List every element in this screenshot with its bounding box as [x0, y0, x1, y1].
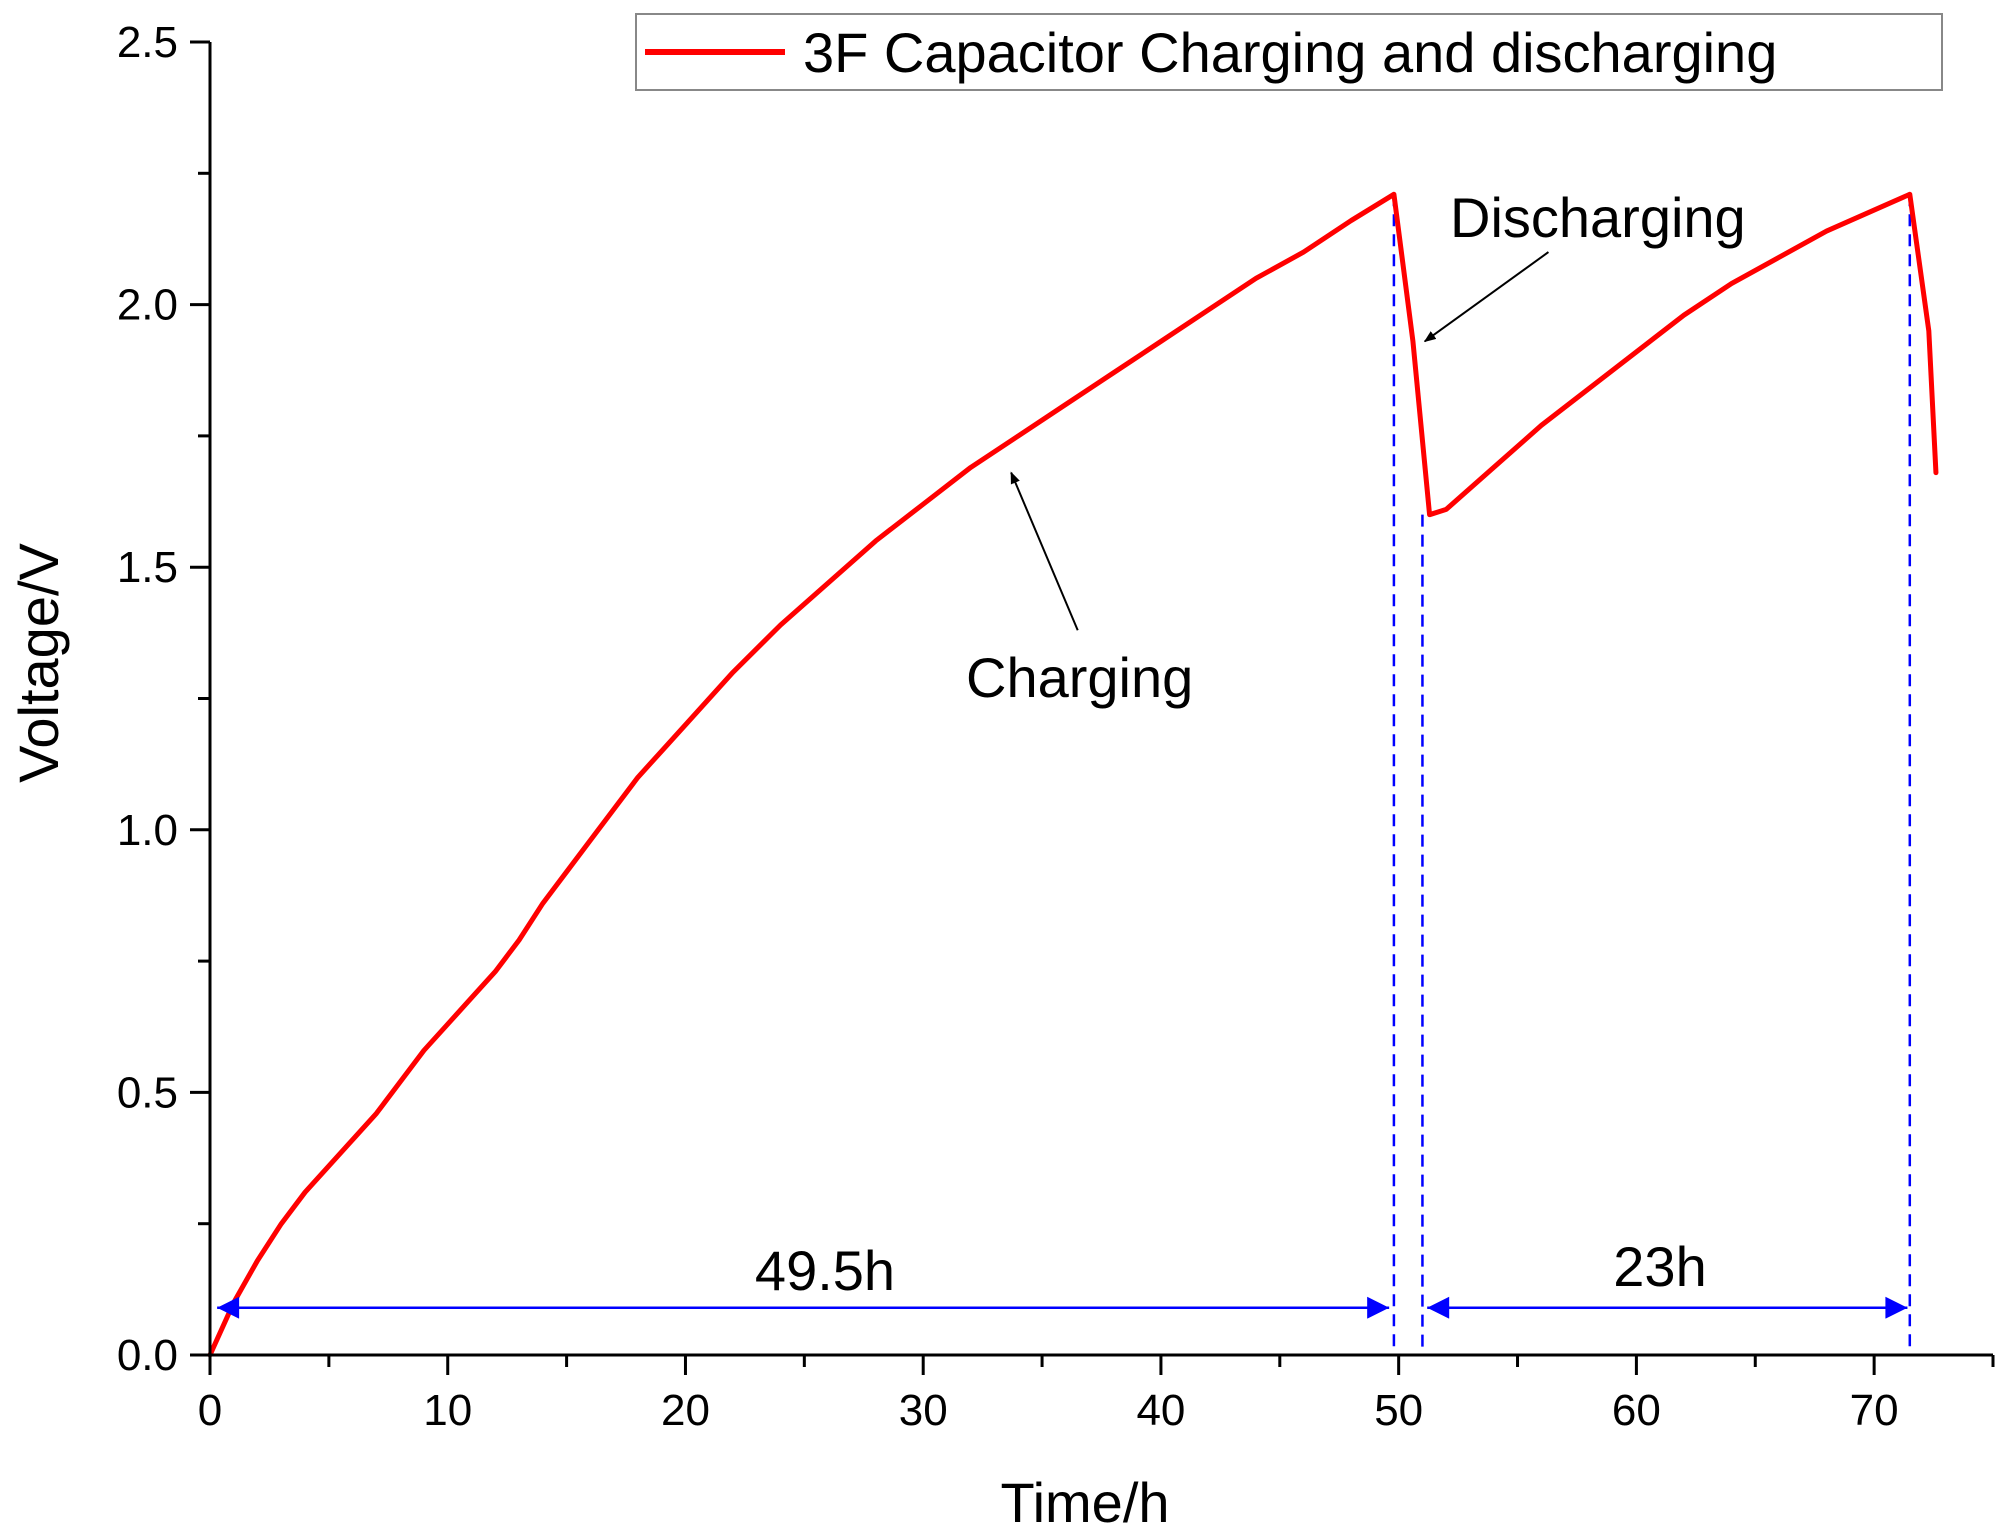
y-tick-label-1: 0.5: [117, 1068, 178, 1117]
annotation-charging: Charging: [966, 646, 1193, 709]
legend-label: 3F Capacitor Charging and discharging: [803, 21, 1777, 84]
y-tick-label-3: 1.5: [117, 543, 178, 592]
x-tick-label-40: 40: [1136, 1386, 1185, 1435]
x-tick-label-70: 70: [1850, 1386, 1899, 1435]
y-tick-label-0: 0.0: [117, 1331, 178, 1380]
y-tick-label-4: 2.0: [117, 281, 178, 330]
series-line-0: [207, 191, 1939, 1358]
x-tick-label-0: 0: [198, 1386, 222, 1435]
interval-label-49-5h: 49.5h: [755, 1239, 895, 1302]
x-axis: 0 10 20 30 40 50 60 70: [198, 1353, 1995, 1435]
annotation-discharging: Discharging: [1450, 186, 1746, 249]
x-tick-label-10: 10: [423, 1386, 472, 1435]
x-tick-label-20: 20: [661, 1386, 710, 1435]
legend: 3F Capacitor Charging and discharging: [635, 13, 1943, 91]
y-axis: 0.0 0.5 1.0 1.5 2.0 2.5: [117, 18, 212, 1380]
legend-box: [635, 13, 1943, 91]
y-tick-label-5: 2.5: [117, 18, 178, 67]
x-tick-label-30: 30: [899, 1386, 948, 1435]
interval-label-23h: 23h: [1613, 1235, 1706, 1298]
x-axis-title: Time/h: [1000, 1471, 1169, 1534]
plot-area: [207, 191, 1939, 1358]
y-tick-label-2: 1.0: [117, 806, 178, 855]
x-tick-label-60: 60: [1612, 1386, 1661, 1435]
annotation-arrow-1: [1423, 251, 1550, 343]
annotation-arrow-0: [1010, 471, 1079, 631]
y-axis-title: Voltage/V: [7, 542, 70, 782]
x-tick-label-50: 50: [1374, 1386, 1423, 1435]
